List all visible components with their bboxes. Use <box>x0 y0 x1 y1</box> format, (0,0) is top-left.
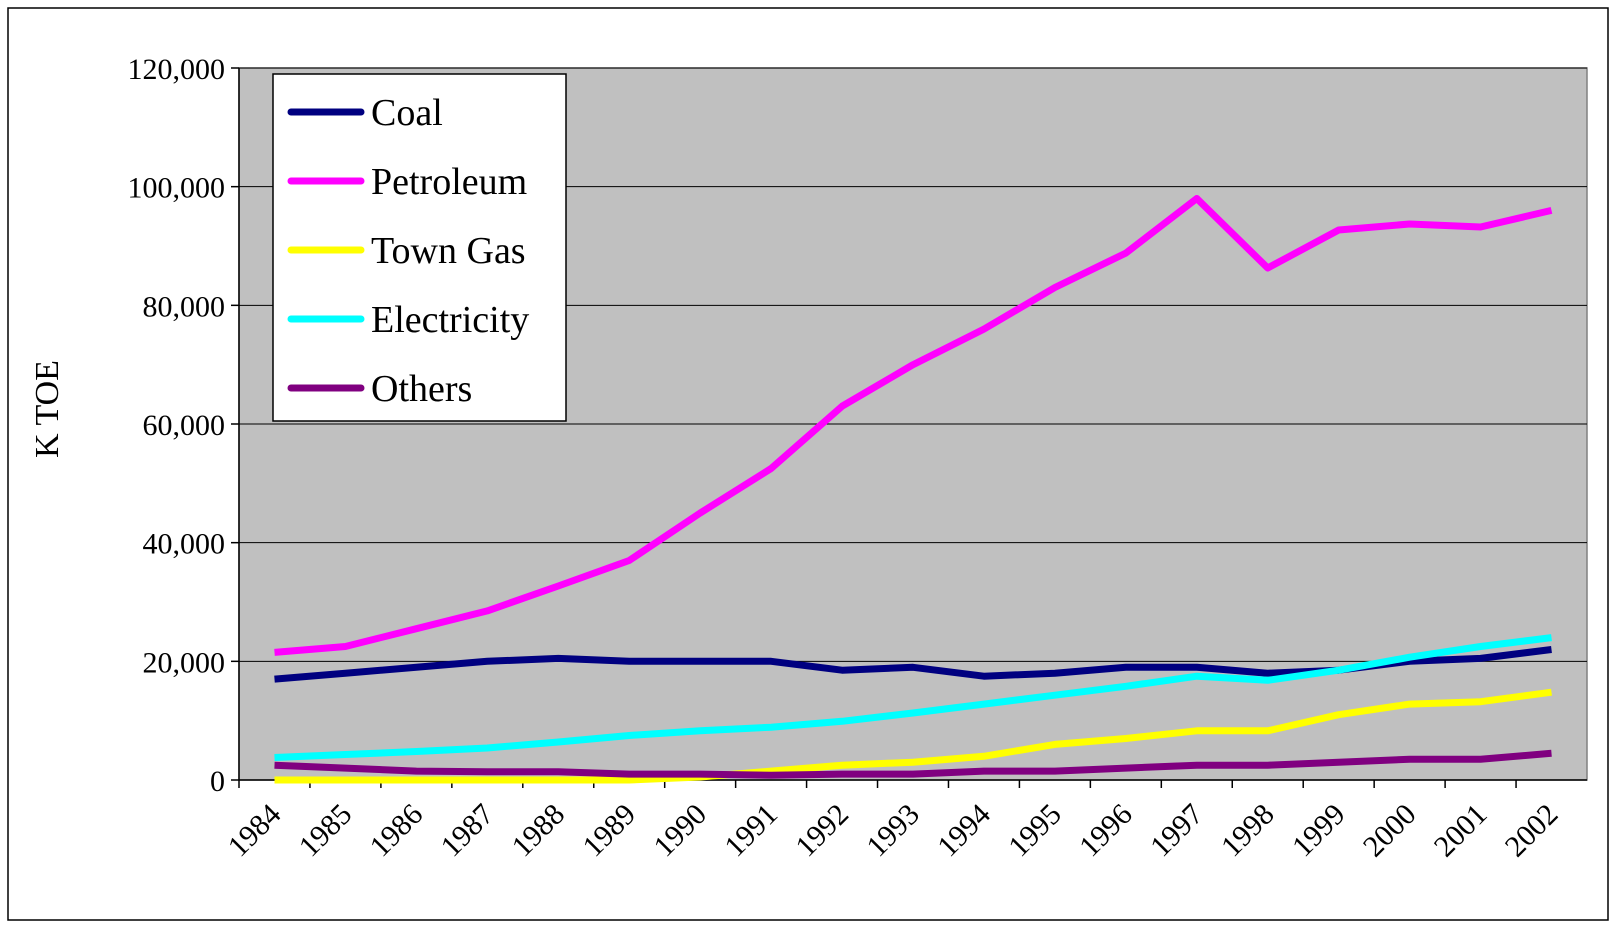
y-tick-label: 20,000 <box>143 646 226 679</box>
series-line <box>274 634 1552 761</box>
series-line <box>274 749 1552 779</box>
y-tick-label: 80,000 <box>143 290 226 323</box>
legend-label: Others <box>371 368 472 410</box>
legend-label: Electricity <box>371 299 529 341</box>
y-tick-label: 100,000 <box>128 172 226 205</box>
legend-label: Town Gas <box>371 230 526 272</box>
y-tick-label: 0 <box>210 765 225 798</box>
legend-label: Coal <box>371 92 443 134</box>
y-tick-label: 40,000 <box>143 528 226 561</box>
series-line <box>274 195 1553 656</box>
y-tick-label: 60,000 <box>143 409 226 442</box>
series-line <box>274 688 1552 784</box>
legend-label: Petroleum <box>371 161 527 203</box>
y-tick-label: 120,000 <box>128 53 226 86</box>
y-axis-label: K TOE <box>29 360 66 458</box>
